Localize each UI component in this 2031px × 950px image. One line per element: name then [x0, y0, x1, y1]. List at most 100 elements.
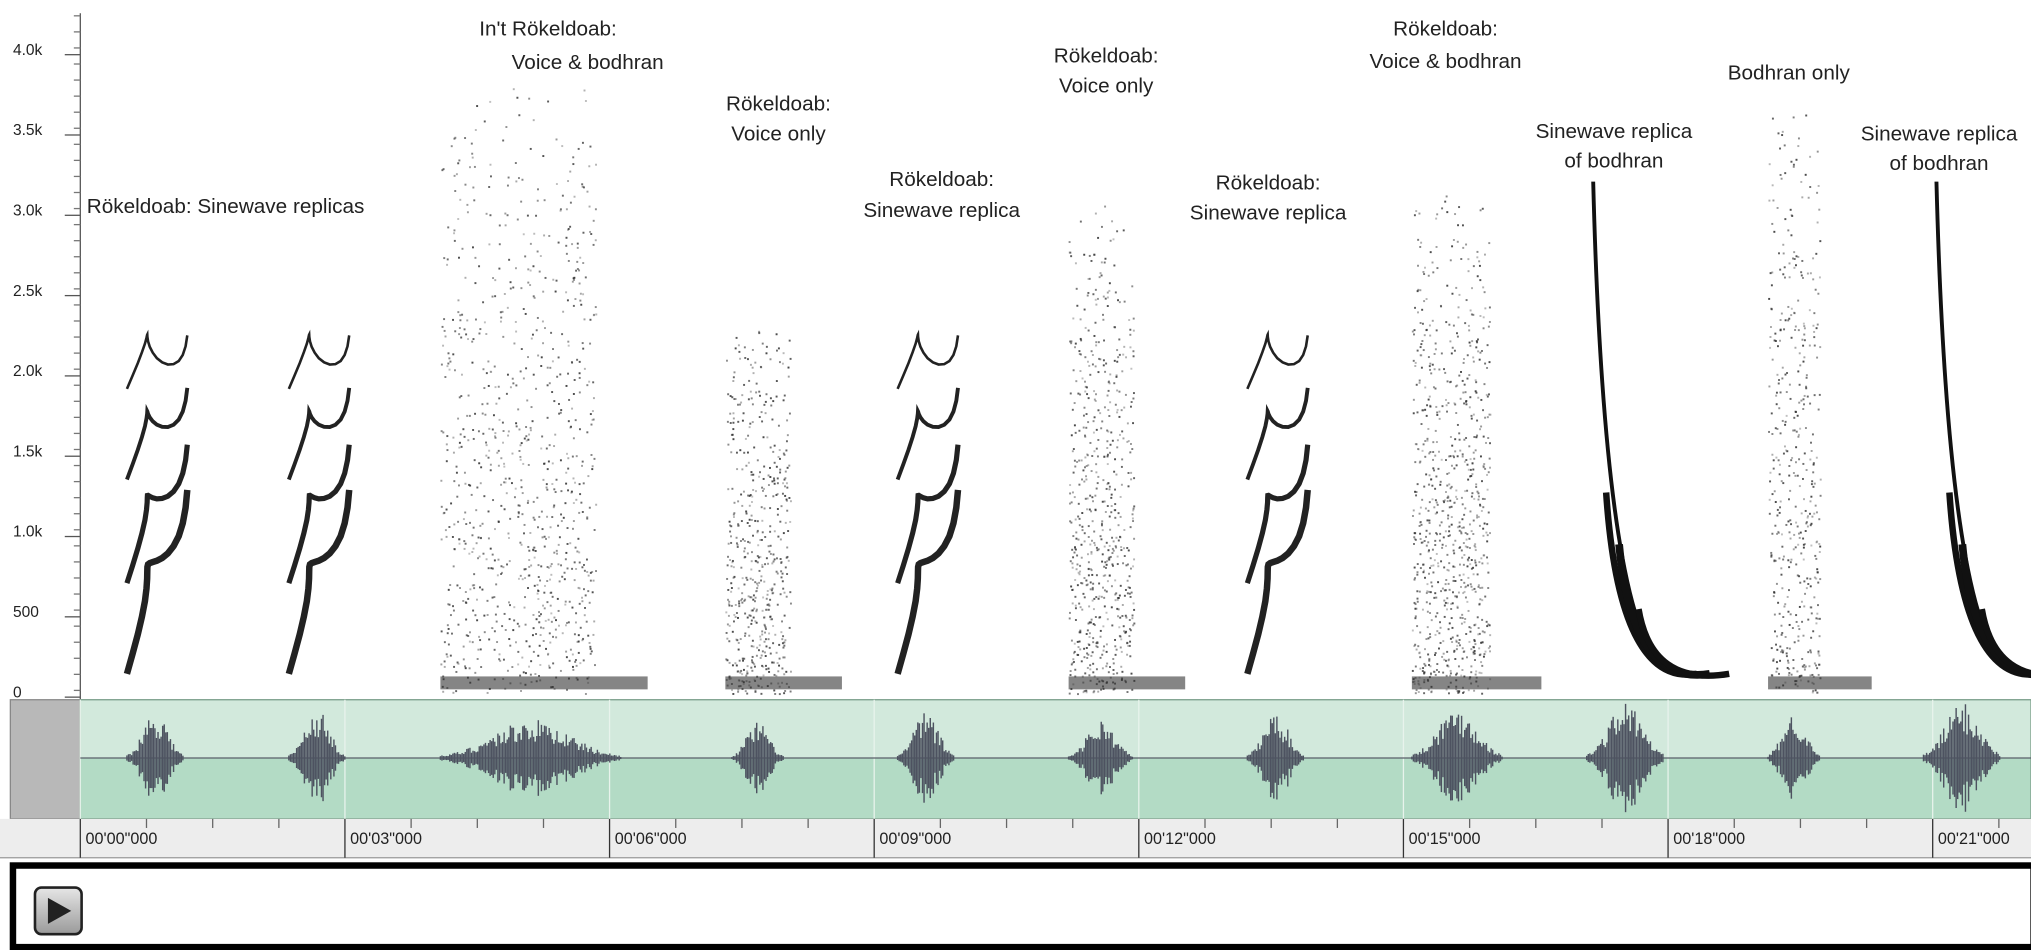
noise-dot: [1483, 463, 1485, 465]
noise-dot: [1106, 591, 1108, 593]
noise-dot: [1101, 226, 1103, 228]
noise-dot: [458, 447, 460, 449]
noise-dot: [472, 157, 474, 159]
noise-dot: [766, 436, 768, 438]
noise-dot: [1104, 501, 1106, 503]
noise-dot: [1482, 208, 1484, 210]
noise-dot: [1793, 534, 1795, 536]
noise-dot: [790, 691, 792, 693]
noise-dot: [448, 628, 450, 630]
noise-dot: [783, 645, 785, 647]
noise-dot: [460, 337, 462, 339]
noise-dot: [576, 261, 578, 263]
noise-dot: [770, 358, 772, 360]
noise-dot: [1445, 321, 1447, 323]
noise-dot: [545, 277, 547, 279]
noise-dot: [727, 599, 729, 601]
noise-dot: [1787, 660, 1789, 662]
noise-dot: [1779, 512, 1781, 514]
noise-dot: [738, 525, 740, 527]
noise-dot: [1090, 510, 1092, 512]
noise-dot: [521, 348, 523, 350]
noise-dot: [768, 633, 770, 635]
noise-dot: [527, 282, 529, 284]
noise-dot: [551, 516, 553, 518]
noise-dot: [1800, 271, 1802, 273]
annotation: Voice & bodhran: [1370, 50, 1522, 73]
noise-dot: [589, 343, 591, 345]
noise-dot: [1069, 520, 1071, 522]
noise-dot: [752, 656, 754, 658]
noise-dot: [1817, 222, 1819, 224]
noise-dot: [1420, 521, 1422, 523]
noise-dot: [497, 574, 499, 576]
noise-dot: [572, 653, 574, 655]
noise-dot: [576, 665, 578, 667]
noise-dot: [789, 521, 791, 523]
noise-dot: [528, 666, 530, 668]
noise-dot: [466, 319, 468, 321]
noise-dot: [456, 472, 458, 474]
noise-dot: [483, 615, 485, 617]
noise-dot: [1429, 365, 1431, 367]
noise-dot: [1096, 448, 1098, 450]
noise-dot: [1092, 293, 1094, 295]
noise-dot: [1088, 605, 1090, 607]
noise-dot: [1088, 568, 1090, 570]
noise-dot: [1416, 384, 1418, 386]
noise-dot: [562, 632, 564, 634]
noise-dot: [442, 326, 444, 328]
noise-dot: [757, 530, 759, 532]
noise-dot: [1446, 597, 1448, 599]
noise-dot: [586, 621, 588, 623]
noise-dot: [589, 507, 591, 509]
noise-dot: [730, 535, 732, 537]
noise-dot: [1077, 563, 1079, 565]
noise-dot: [1132, 350, 1134, 352]
noise-dot: [1095, 509, 1097, 511]
noise-dot: [591, 468, 593, 470]
noise-dot: [519, 456, 521, 458]
noise-dot: [1463, 358, 1465, 360]
noise-dot: [1817, 571, 1819, 573]
noise-dot: [1777, 345, 1779, 347]
play-button[interactable]: [35, 888, 82, 935]
noise-dot: [592, 381, 594, 383]
noise-dot: [1133, 538, 1135, 540]
noise-dot: [458, 333, 460, 335]
noise-dot: [1812, 278, 1814, 280]
noise-dot: [539, 664, 541, 666]
noise-dot: [521, 486, 523, 488]
noise-dot: [1108, 380, 1110, 382]
noise-dot: [1073, 448, 1075, 450]
noise-dot: [1111, 585, 1113, 587]
noise-dot: [771, 419, 773, 421]
noise-dot: [503, 481, 505, 483]
noise-dot: [1133, 392, 1135, 394]
noise-dot: [1101, 520, 1103, 522]
noise-dot: [1428, 573, 1430, 575]
noise-dot: [1470, 671, 1472, 673]
noise-dot: [1483, 436, 1485, 438]
noise-dot: [492, 428, 494, 430]
noise-dot: [1128, 440, 1130, 442]
noise-dot: [1421, 524, 1423, 526]
noise-dot: [1468, 329, 1470, 331]
noise-dot: [1101, 524, 1103, 526]
noise-dot: [1449, 340, 1451, 342]
noise-dot: [495, 614, 497, 616]
noise-dot: [530, 660, 532, 662]
noise-dot: [1114, 326, 1116, 328]
noise-dot: [744, 556, 746, 558]
y-tick-label: 1.0k: [13, 524, 43, 541]
noise-dot: [1477, 350, 1479, 352]
noise-dot: [1431, 585, 1433, 587]
noise-dot: [1127, 563, 1129, 565]
noise-dot: [737, 404, 739, 406]
noise-dot: [536, 497, 538, 499]
noise-dot: [1074, 579, 1076, 581]
noise-dot: [1795, 506, 1797, 508]
noise-dot: [488, 457, 490, 459]
noise-dot: [732, 412, 734, 414]
noise-dot: [1778, 407, 1780, 409]
